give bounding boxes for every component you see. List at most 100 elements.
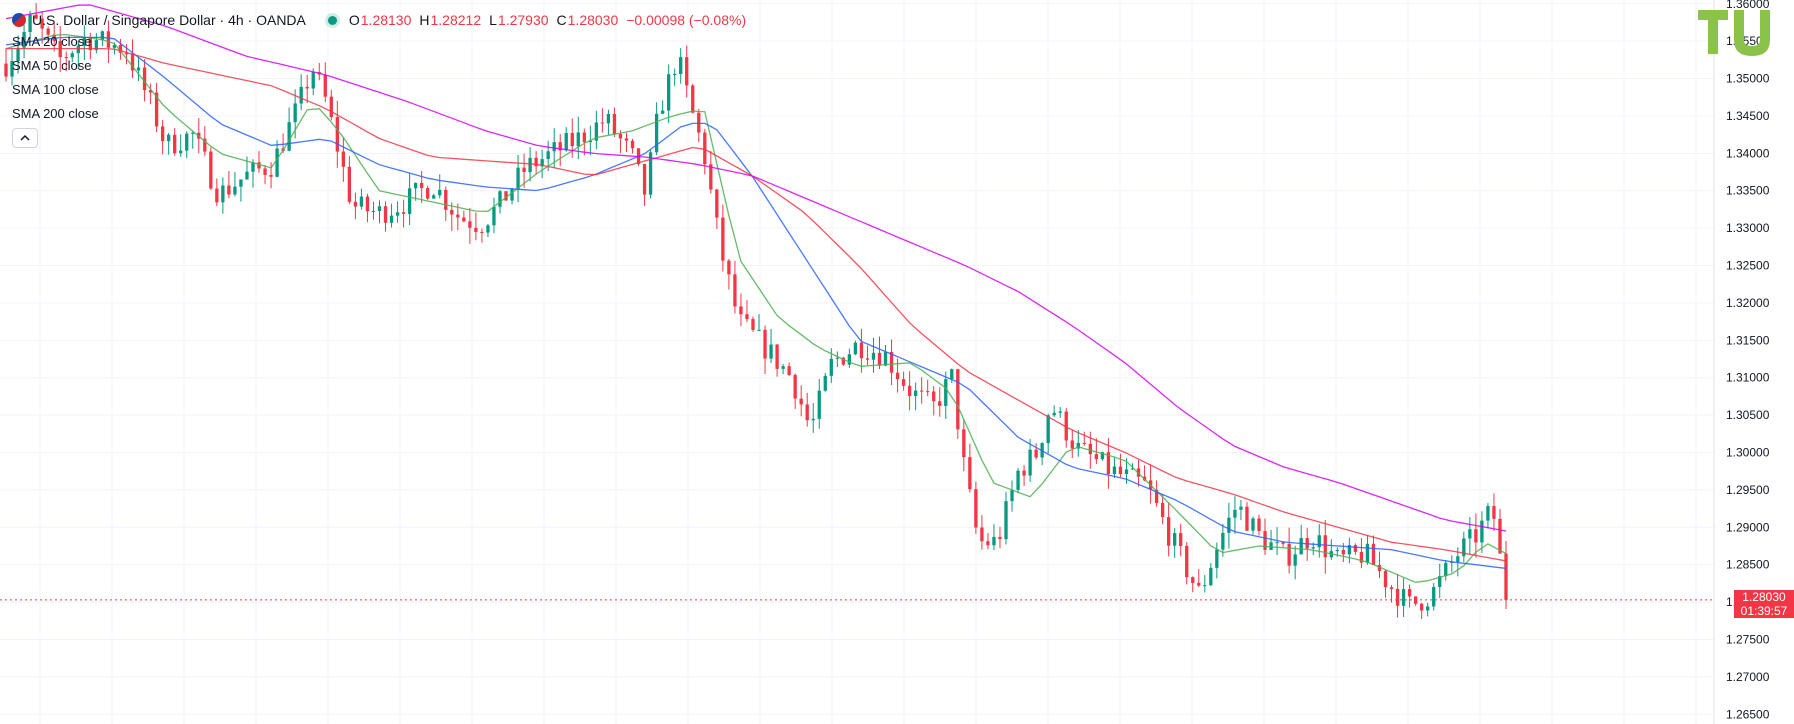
- candle-body: [1046, 415, 1050, 444]
- indicator-sma-200[interactable]: SMA 200 close: [12, 106, 99, 121]
- indicator-sma-20[interactable]: SMA 20 close: [12, 34, 92, 49]
- candle-body: [648, 152, 653, 195]
- candle-body: [1438, 576, 1442, 587]
- symbol-row[interactable]: U.S. Dollar / Singapore Dollar · 4h · OA…: [12, 10, 754, 30]
- candle-body: [679, 57, 683, 75]
- candle-body: [185, 133, 189, 151]
- candle-body: [498, 191, 502, 207]
- candle-body: [522, 167, 526, 172]
- candle-body: [335, 117, 339, 152]
- candle-body: [889, 351, 894, 373]
- candle-body: [992, 536, 996, 546]
- candle-body: [1353, 545, 1358, 552]
- candle-body: [1299, 538, 1303, 555]
- candle-body: [907, 385, 912, 396]
- candle-body: [450, 209, 454, 215]
- candle-body: [624, 138, 629, 141]
- candle-body: [1383, 570, 1388, 588]
- price-tick-label: 1.34000: [1726, 146, 1770, 160]
- candle-body: [1070, 440, 1074, 449]
- candle-body: [998, 536, 1002, 540]
- candle-body: [956, 369, 960, 430]
- candle-body: [1022, 470, 1026, 476]
- price-tick-label: 1.30500: [1726, 408, 1770, 422]
- candle-body: [426, 188, 430, 199]
- candle-body: [534, 157, 538, 167]
- candle-body: [444, 189, 448, 210]
- candle-body: [462, 217, 466, 222]
- candle-body: [1462, 538, 1466, 557]
- candle-body: [751, 319, 755, 330]
- candle-body: [456, 214, 460, 218]
- candle-body: [1468, 529, 1472, 539]
- candle-body: [1395, 588, 1400, 606]
- candle-body: [829, 358, 833, 376]
- candle-body: [594, 122, 599, 141]
- candle-body: [1401, 589, 1406, 606]
- candle-body: [1112, 466, 1117, 475]
- candle-body: [474, 227, 478, 232]
- candle-body: [660, 110, 665, 114]
- ohlc-high-value: 1.28212: [430, 12, 482, 28]
- candle-body: [245, 171, 249, 180]
- candle-body: [901, 379, 906, 386]
- candle-body: [1420, 603, 1424, 611]
- candle-body: [221, 185, 225, 203]
- indicator-sma-100[interactable]: SMA 100 close: [12, 82, 99, 97]
- candle-body: [389, 215, 394, 223]
- candle-body: [841, 357, 846, 365]
- candle-body: [233, 186, 237, 195]
- candle-body: [1239, 506, 1243, 510]
- candle-body: [1347, 545, 1352, 555]
- candle-body: [920, 390, 924, 392]
- candle-body: [203, 138, 207, 152]
- candle-body: [269, 174, 273, 177]
- candle-body: [1016, 470, 1020, 490]
- candle-body: [588, 140, 592, 143]
- candle-body: [763, 329, 767, 359]
- candle-body: [1480, 520, 1484, 543]
- candle-body: [811, 418, 815, 421]
- ohlc-low: L1.27930: [489, 12, 548, 28]
- candle-body: [733, 274, 737, 307]
- candle-body: [16, 47, 20, 62]
- candle-body: [118, 45, 123, 53]
- chart-legend: U.S. Dollar / Singapore Dollar · 4h · OA…: [12, 10, 754, 148]
- candle-body: [769, 344, 773, 359]
- candle-body: [383, 206, 388, 223]
- candle-body: [1389, 587, 1394, 589]
- candle-body: [546, 151, 550, 160]
- candle-body: [420, 182, 424, 189]
- candle-body: [926, 391, 930, 393]
- candle-body: [311, 72, 315, 89]
- collapse-legend-button[interactable]: [12, 128, 38, 148]
- candle-body: [1371, 543, 1376, 565]
- candle-body: [1028, 449, 1032, 476]
- price-tick-label: 1.31000: [1726, 371, 1770, 385]
- candle-body: [1130, 468, 1135, 470]
- candle-body: [552, 142, 556, 152]
- candle-body: [28, 14, 32, 33]
- candle-body: [1486, 506, 1490, 521]
- market-status-dot: [327, 15, 337, 25]
- candle-body: [1432, 586, 1436, 607]
- candle-body: [94, 40, 99, 51]
- candle-body: [1359, 551, 1364, 563]
- indicator-sma-50[interactable]: SMA 50 close: [12, 58, 92, 73]
- candle-body: [781, 366, 785, 369]
- usd-sgd-flag-icon: [12, 13, 26, 27]
- price-tick-label: 1.35000: [1726, 72, 1770, 86]
- candle-body: [329, 96, 333, 118]
- candle-body: [1281, 542, 1285, 544]
- candle-body: [685, 57, 689, 86]
- price-tick-label: 1.33000: [1726, 221, 1770, 235]
- candle-body: [691, 85, 695, 113]
- price-tick-label: 1.28500: [1726, 558, 1770, 572]
- ohlc-open: O1.28130: [349, 12, 412, 28]
- price-axis[interactable]: 1.360001.355001.350001.345001.340001.335…: [1713, 0, 1770, 724]
- tradingview-logo[interactable]: [1698, 10, 1784, 56]
- symbol-title[interactable]: U.S. Dollar / Singapore Dollar · 4h · OA…: [32, 12, 306, 28]
- candle-body: [438, 189, 442, 196]
